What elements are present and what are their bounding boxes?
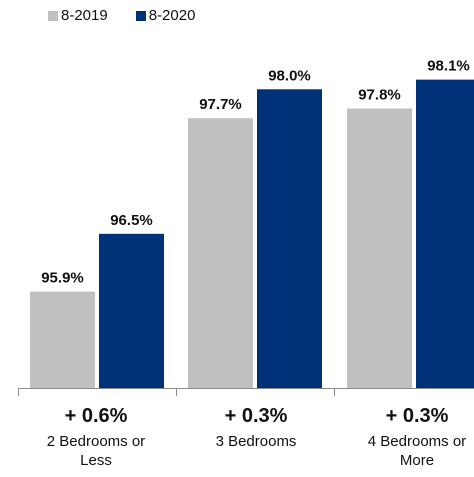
legend-swatch-2019	[48, 10, 58, 21]
legend-item-2019: 8-2019	[48, 7, 108, 24]
legend-label-2019: 8-2019	[61, 7, 108, 24]
bar-8-2019-1	[188, 118, 253, 388]
legend: 8-2019 8-2020	[48, 7, 195, 24]
bar-8-2019-2	[347, 108, 412, 388]
legend-item-2020: 8-2020	[135, 7, 196, 24]
bar-8-2020-1	[257, 89, 322, 388]
bar-8-2020-0	[99, 233, 164, 388]
category-label-2-line-0: 4 Bedrooms or	[368, 433, 466, 450]
value-label-8-2020-1: 98.0%	[268, 67, 311, 84]
value-label-8-2019-1: 97.7%	[199, 96, 242, 113]
category-label-0-line-0: 2 Bedrooms or	[47, 433, 145, 450]
value-label-8-2019-0: 95.9%	[41, 270, 84, 287]
change-label-0: + 0.6%	[65, 405, 128, 427]
category-label-0-line-1: Less	[80, 452, 112, 469]
legend-swatch-2020	[135, 10, 146, 21]
value-label-8-2020-2: 98.1%	[427, 58, 470, 75]
value-label-8-2019-2: 97.8%	[358, 87, 401, 104]
category-label-2-line-1: More	[400, 452, 434, 469]
change-label-1: + 0.3%	[225, 405, 288, 427]
value-label-8-2020-0: 96.5%	[110, 212, 153, 229]
change-label-2: + 0.3%	[386, 405, 449, 427]
bar-8-2020-2	[416, 79, 474, 389]
legend-label-2020: 8-2020	[148, 7, 196, 24]
bar-8-2019-0	[30, 291, 95, 388]
category-label-1-line-0: 3 Bedrooms	[216, 433, 297, 450]
